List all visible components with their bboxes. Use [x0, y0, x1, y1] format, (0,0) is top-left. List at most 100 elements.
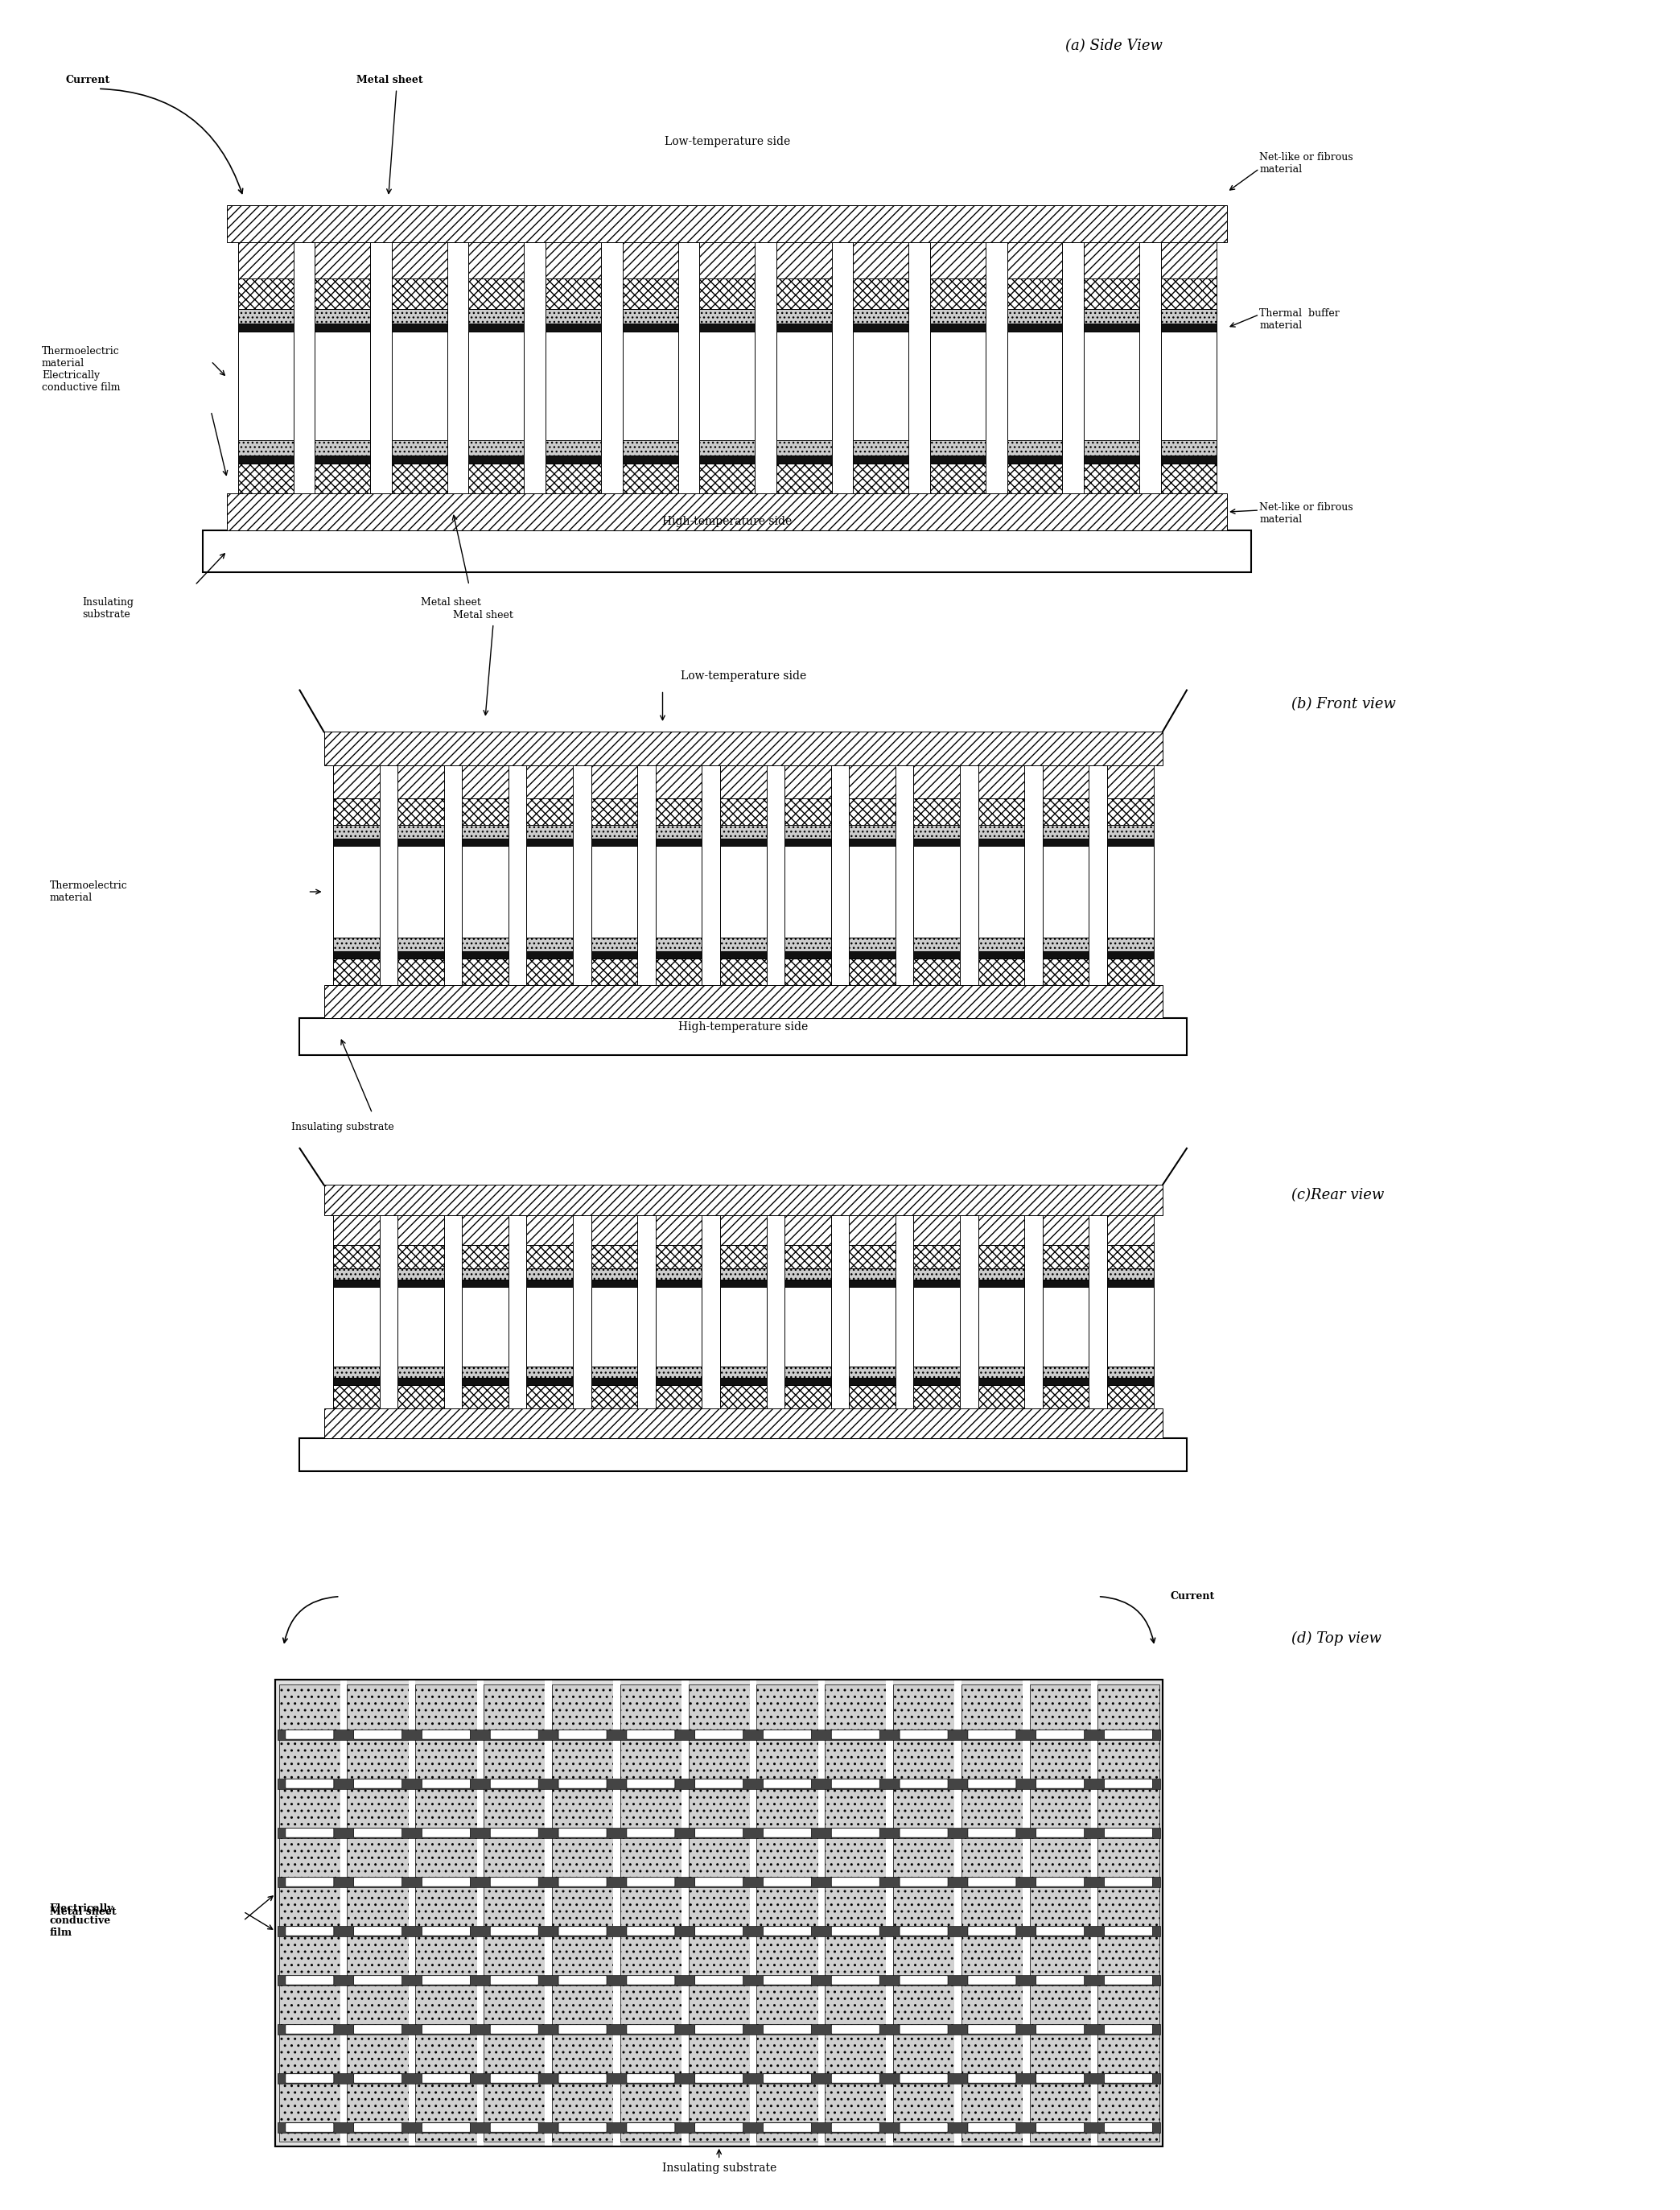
Bar — [721, 798, 766, 824]
Bar — [978, 846, 1025, 937]
FancyBboxPatch shape — [899, 2073, 948, 2084]
Bar — [825, 1684, 887, 2141]
Bar — [655, 765, 702, 798]
Bar — [239, 309, 294, 323]
FancyBboxPatch shape — [286, 1876, 334, 1887]
Bar — [469, 309, 524, 323]
FancyBboxPatch shape — [422, 2024, 470, 2033]
Bar — [333, 1379, 380, 1386]
Text: High-temperature side: High-temperature side — [679, 1021, 808, 1032]
FancyBboxPatch shape — [968, 2024, 1016, 2033]
Bar — [462, 1216, 509, 1244]
FancyBboxPatch shape — [422, 2124, 470, 2133]
Bar — [333, 950, 380, 959]
Bar — [623, 323, 677, 332]
Bar — [914, 1280, 959, 1286]
Bar — [526, 1269, 573, 1280]
Bar — [526, 959, 573, 986]
Bar — [931, 309, 986, 323]
FancyBboxPatch shape — [558, 1730, 606, 1739]
FancyBboxPatch shape — [422, 1828, 470, 1837]
Bar — [848, 959, 895, 986]
Bar — [398, 959, 444, 986]
FancyBboxPatch shape — [696, 1779, 743, 1788]
Bar — [333, 846, 380, 937]
Bar — [818, 1680, 825, 2146]
FancyBboxPatch shape — [354, 1779, 402, 1788]
Bar — [1161, 464, 1216, 493]
FancyBboxPatch shape — [832, 1730, 880, 1739]
Bar — [591, 950, 637, 959]
Bar — [546, 440, 601, 455]
FancyBboxPatch shape — [422, 1876, 470, 1887]
FancyBboxPatch shape — [1037, 1876, 1084, 1887]
FancyBboxPatch shape — [763, 1779, 811, 1788]
Text: Metal sheet: Metal sheet — [50, 1907, 116, 1916]
Bar — [526, 1244, 573, 1269]
Bar — [324, 1408, 1163, 1439]
FancyBboxPatch shape — [491, 2073, 539, 2084]
Bar — [398, 1244, 444, 1269]
FancyBboxPatch shape — [1037, 1828, 1084, 1837]
Bar — [1043, 824, 1089, 838]
Bar — [655, 1366, 702, 1379]
Bar — [1043, 1366, 1089, 1379]
FancyBboxPatch shape — [763, 1876, 811, 1887]
Bar — [848, 824, 895, 838]
Bar — [1107, 1366, 1154, 1379]
Bar — [277, 2122, 1161, 2133]
Bar — [1043, 1269, 1089, 1280]
FancyBboxPatch shape — [899, 1828, 948, 1837]
Text: (b) Front view: (b) Front view — [1292, 696, 1396, 712]
Bar — [978, 1379, 1025, 1386]
Bar — [546, 309, 601, 323]
Text: Thermal  buffer
material: Thermal buffer material — [1260, 307, 1339, 332]
Text: Net-like or fibrous
material: Net-like or fibrous material — [1260, 502, 1352, 524]
FancyBboxPatch shape — [286, 1828, 334, 1837]
Bar — [954, 1680, 961, 2146]
FancyBboxPatch shape — [1037, 1730, 1084, 1739]
FancyBboxPatch shape — [968, 2073, 1016, 2084]
FancyBboxPatch shape — [968, 1927, 1016, 1936]
Bar — [699, 332, 754, 440]
Bar — [1006, 440, 1062, 455]
Bar — [462, 1280, 509, 1286]
FancyBboxPatch shape — [286, 1730, 334, 1739]
FancyBboxPatch shape — [899, 1976, 948, 1985]
Bar — [239, 278, 294, 309]
Bar — [526, 1280, 573, 1286]
FancyBboxPatch shape — [832, 2073, 880, 2084]
FancyBboxPatch shape — [1037, 1976, 1084, 1985]
FancyBboxPatch shape — [491, 2124, 539, 2133]
Bar — [469, 455, 524, 464]
Bar — [391, 440, 447, 455]
Bar — [462, 959, 509, 986]
Bar — [931, 323, 986, 332]
Bar — [469, 278, 524, 309]
Bar — [655, 798, 702, 824]
Bar — [785, 959, 832, 986]
Text: (a) Side View: (a) Side View — [1065, 40, 1163, 53]
Bar — [1043, 1244, 1089, 1269]
FancyBboxPatch shape — [899, 1927, 948, 1936]
FancyBboxPatch shape — [1037, 2124, 1084, 2133]
Bar — [526, 846, 573, 937]
FancyBboxPatch shape — [832, 1828, 880, 1837]
FancyBboxPatch shape — [899, 2024, 948, 2033]
FancyBboxPatch shape — [354, 1828, 402, 1837]
Bar — [391, 309, 447, 323]
Bar — [314, 464, 370, 493]
Bar — [721, 1280, 766, 1286]
Bar — [785, 824, 832, 838]
Bar — [655, 1379, 702, 1386]
Bar — [623, 455, 677, 464]
Bar — [1107, 950, 1154, 959]
Bar — [333, 1244, 380, 1269]
Bar — [853, 455, 909, 464]
Bar — [462, 1379, 509, 1386]
Bar — [887, 1680, 894, 2146]
Bar — [462, 937, 509, 950]
Bar — [1161, 440, 1216, 455]
Text: (d) Top view: (d) Top view — [1292, 1631, 1381, 1646]
Bar — [655, 1244, 702, 1269]
